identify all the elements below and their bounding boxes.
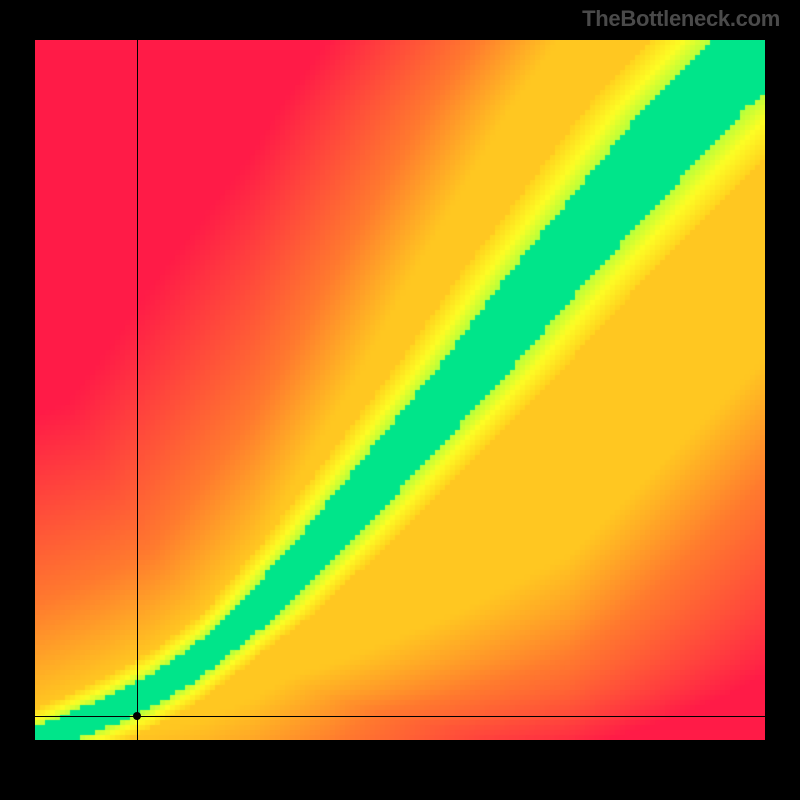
data-point-marker [133, 712, 141, 720]
chart-container: TheBottleneck.com [0, 0, 800, 800]
heatmap-canvas [35, 40, 765, 740]
crosshair-vertical [137, 40, 138, 764]
attribution-text: TheBottleneck.com [582, 6, 780, 32]
crosshair-horizontal [35, 716, 765, 717]
plot-area [35, 40, 765, 770]
